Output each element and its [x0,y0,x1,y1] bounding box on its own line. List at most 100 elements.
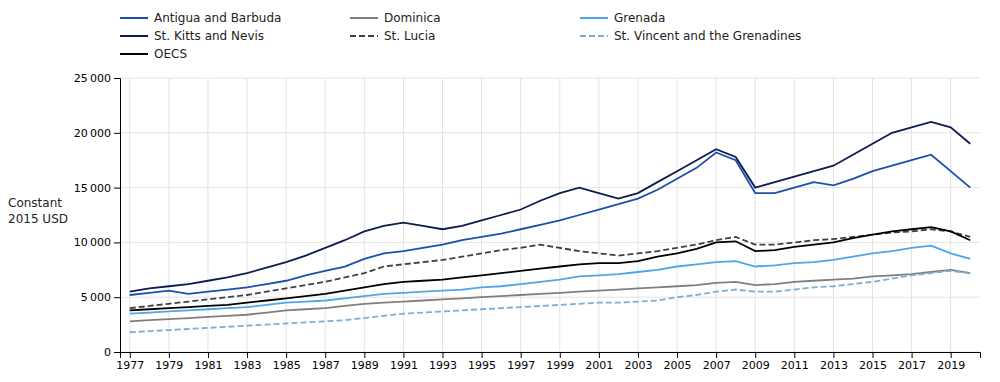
x-axis: 1977 1979 1981 1983 1985 1987 1989 1991 1993 1995… [116,352,980,372]
tick: 1989 [351,352,379,372]
tick-mark [755,352,756,358]
tick-label: 2009 [742,359,770,372]
grid-line [833,78,834,352]
grid-line [120,187,980,188]
legend-item: St. Kitts and Nevis [120,29,264,43]
series-line [130,153,970,295]
tick-mark [114,352,120,353]
tick-mark [560,352,561,358]
tick: 2013 [820,352,848,372]
tick: 1997 [507,352,535,372]
tick: 0 [104,346,120,359]
legend: Antigua and Barbuda Dominica Grenada St. Ki… [120,11,801,61]
tick-label: 25 000 [74,72,111,85]
tick-label: 10 000 [74,236,111,249]
grid-line [677,78,678,352]
tick-label: 1979 [155,359,183,372]
tick-mark [208,352,209,358]
tick-mark [599,352,600,358]
tick-label: 1987 [312,359,340,372]
legend-item: Dominica [350,11,441,25]
grid-line [247,78,248,352]
grid-line [598,78,599,352]
grid-line [911,78,912,352]
tick-mark [364,352,365,358]
tick: 2001 [585,352,613,372]
tick-label: 1989 [351,359,379,372]
tick-label: 1995 [468,359,496,372]
y-axis: 0 5 000 10 000 15 000 20 000 25 000 [74,72,121,359]
series-line [130,246,970,314]
tick-mark [833,352,834,358]
tick: 2003 [624,352,652,372]
grid-line [403,78,404,352]
tick-mark [716,352,717,358]
tick-label: 1985 [273,359,301,372]
grid-line [872,78,873,352]
grid-line [120,242,980,243]
tick: 20 000 [74,127,120,140]
series-line [130,227,970,310]
tick: 15 000 [74,182,120,195]
tick-mark [114,133,120,134]
y-axis-label: Constant2015 USD [8,196,68,226]
legend-swatch [120,35,148,37]
tick-mark [247,352,248,358]
grid-line [325,78,326,352]
grid-line [120,78,980,79]
grid-line [794,78,795,352]
tick: 1983 [234,352,262,372]
tick-mark [677,352,678,358]
legend-label: St. Vincent and the Grenadines [614,29,801,43]
tick-mark [794,352,795,358]
tick-mark [114,78,120,79]
tick: 1991 [390,352,418,372]
tick: 1993 [429,352,457,372]
tick-label: 2011 [781,359,809,372]
tick: 1977 [116,352,144,372]
legend-swatch [120,17,148,19]
tick-mark [482,352,483,358]
tick-label: 2015 [859,359,887,372]
tick-label: 1999 [546,359,574,372]
grid-line [755,78,756,352]
tick: 1987 [312,352,340,372]
tick-label: 1991 [390,359,418,372]
grid-line [207,78,208,352]
tick-label: 2013 [820,359,848,372]
tick: 1979 [155,352,183,372]
tick: 1999 [546,352,574,372]
grid-line [442,78,443,352]
tick-mark [114,297,120,298]
tick-label: 1981 [194,359,222,372]
tick-mark [912,352,913,358]
legend-label: Antigua and Barbuda [154,11,281,25]
grid-line [481,78,482,352]
legend-item: Grenada [580,11,665,25]
lines [130,122,970,332]
legend-label: Dominica [384,11,441,25]
y-axis-label-line: Constant [8,196,62,210]
tick-label: 2019 [937,359,965,372]
grid [120,78,980,352]
tick: 2011 [781,352,809,372]
grid-line [520,78,521,352]
tick: 2009 [742,352,770,372]
grid-line [364,78,365,352]
legend-item: St. Lucia [350,29,435,43]
series-line [130,229,970,308]
tick-label: 2017 [898,359,926,372]
tick-label: 1993 [429,359,457,372]
grid-line [716,78,717,352]
tick-mark [325,352,326,358]
tick-label: 2005 [664,359,692,372]
tick: 2005 [664,352,692,372]
tick-mark [638,352,639,358]
legend-label: St. Kitts and Nevis [154,29,264,43]
tick: 2019 [937,352,965,372]
tick: 2017 [898,352,926,372]
tick-label: 5 000 [81,291,111,304]
tick-mark [130,352,131,358]
axis-line [114,79,121,353]
legend-swatch [350,17,378,19]
